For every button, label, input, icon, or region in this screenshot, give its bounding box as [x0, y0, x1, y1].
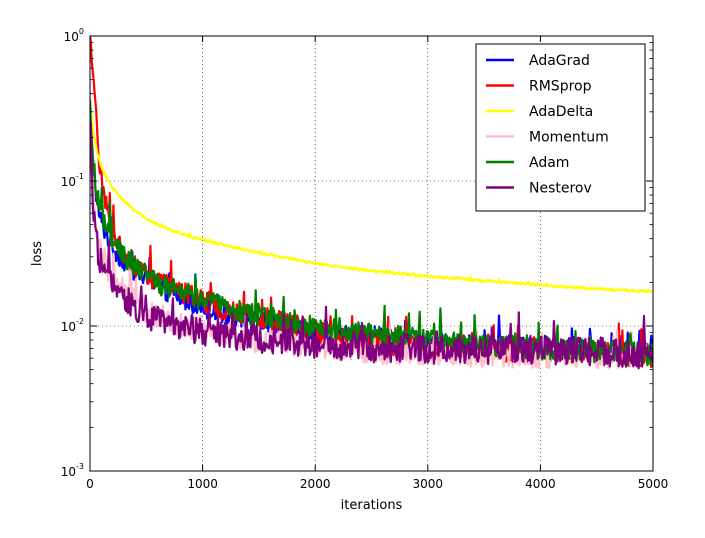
x-tick-label: 3000 [413, 477, 444, 491]
legend-frame [475, 43, 646, 212]
x-tick-label: 4000 [525, 477, 556, 491]
legend-label: Adam [529, 155, 569, 171]
legend-label: AdaDelta [529, 104, 593, 120]
x-tick-label: 0 [86, 477, 94, 491]
legend-label: Nesterov [529, 181, 592, 197]
series-lines [90, 36, 653, 370]
legend-label: Momentum [529, 130, 609, 146]
y-tick-label: 10-2 [61, 317, 84, 334]
legend: AdaGrad RMSprop AdaDelta Momentum Adam Nester… [475, 43, 646, 212]
x-tick-label: 1000 [187, 477, 218, 491]
legend-label: AdaGrad [529, 53, 590, 69]
ticks: 0 1000 2000 3000 4000 5000 10-3 10-2 10-1 100 [61, 27, 669, 491]
series-line-adadelta [90, 99, 653, 294]
y-axis-label: loss [30, 241, 45, 266]
x-axis-label: iterations [341, 498, 403, 513]
x-tick-label: 5000 [638, 477, 669, 491]
x-tick-label: 2000 [300, 477, 331, 491]
y-tick-label: 100 [64, 27, 84, 44]
plot-frame [89, 35, 654, 472]
y-tick-label: 10-1 [61, 172, 84, 189]
y-tick-label: 10-3 [61, 462, 84, 479]
legend-label: RMSprop [529, 79, 592, 95]
series-line-nesterov [90, 122, 653, 370]
